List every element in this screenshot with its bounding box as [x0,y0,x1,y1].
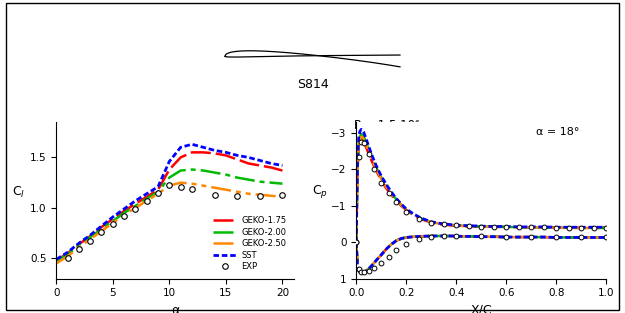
X-axis label: α: α [171,304,179,313]
Point [391,200,401,205]
Y-axis label: C$_p$: C$_p$ [312,183,328,200]
Text: Re=1.5·10⁶: Re=1.5·10⁶ [354,119,421,132]
Point [426,220,436,225]
Point [376,181,386,186]
Point [439,222,449,227]
Legend: GEKO-1.75, GEKO-2.00, GEKO-2.50, SST, EXP: GEKO-1.75, GEKO-2.00, GEKO-2.50, SST, EX… [209,213,289,275]
Point [359,141,369,146]
Point [364,269,374,274]
Point [551,235,561,240]
Point [376,261,386,266]
Point [439,233,449,239]
Point [539,225,549,230]
X-axis label: X/C: X/C [471,304,492,313]
Point [576,225,586,230]
Point [501,224,511,229]
Point [551,225,561,230]
Point [601,235,611,240]
Point [369,166,379,171]
Text: S814: S814 [297,78,328,91]
Point [384,191,394,196]
Point [489,224,499,229]
Point [401,209,411,214]
Point [401,241,411,246]
Point [391,248,401,253]
Point [451,223,461,228]
Point [369,266,379,271]
Point [351,240,361,245]
Point [526,225,536,230]
Point [464,224,474,229]
Point [564,225,574,230]
Point [426,234,436,239]
Point [414,236,424,241]
Point [589,225,599,230]
Point [451,233,461,239]
Text: α = 18°: α = 18° [536,126,579,136]
Point [414,216,424,221]
Point [576,235,586,240]
Point [354,267,364,272]
Point [359,270,369,275]
Point [354,154,364,159]
Y-axis label: C$_l$: C$_l$ [12,185,26,200]
Point [601,225,611,230]
Point [356,140,366,145]
Point [526,234,536,239]
Point [501,234,511,239]
Point [476,234,486,239]
Point [356,270,366,275]
Point [351,240,361,245]
Point [476,224,486,229]
Point [514,225,524,230]
Point [364,151,374,156]
Point [384,254,394,259]
